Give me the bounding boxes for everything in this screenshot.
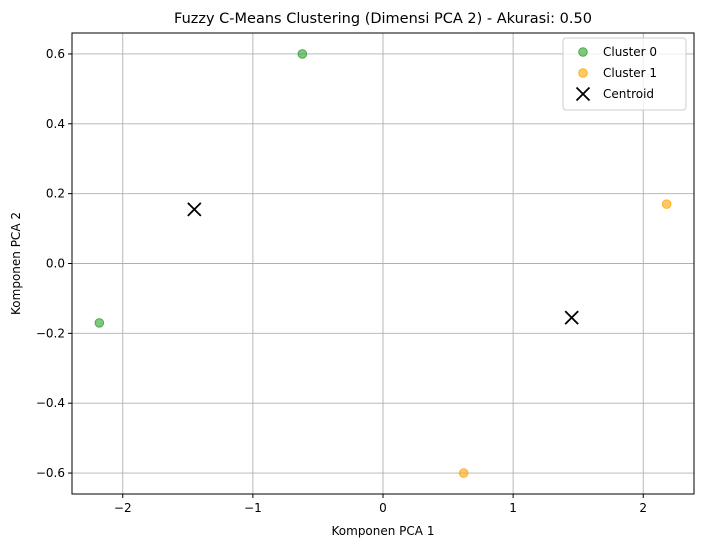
legend-label: Cluster 0: [603, 45, 657, 59]
y-axis-label: Komponen PCA 2: [9, 212, 23, 315]
y-tick-label: 0.6: [46, 47, 65, 61]
data-point: [94, 318, 105, 328]
y-tick-label: 0.4: [46, 117, 65, 131]
grid-lines: [72, 33, 694, 494]
data-point-legend: [578, 68, 588, 78]
data-points: [94, 49, 672, 478]
chart-title: Fuzzy C-Means Clustering (Dimensi PCA 2)…: [174, 11, 592, 27]
centroid-marker: [187, 202, 202, 217]
y-tick-label: −0.4: [36, 396, 65, 410]
centroid-marker-legend: [575, 86, 591, 102]
data-point: [297, 49, 308, 59]
axis-ticks: −2 −1 0 1 2 −0.6 −0.4 −0.2 0.0 0.2 0.4 0.6: [36, 47, 647, 515]
legend-entry: Cluster 1: [578, 66, 657, 80]
centroid-marker: [564, 310, 579, 325]
plot-frame: [71, 32, 695, 495]
y-tick-label: −0.6: [36, 466, 65, 480]
data-point: [458, 468, 469, 478]
x-tick-label: −1: [244, 501, 262, 515]
y-tick-label: 0.2: [46, 187, 65, 201]
legend-entry: Cluster 0: [578, 45, 657, 59]
x-tick-label: 2: [639, 501, 647, 515]
data-point-legend: [578, 47, 588, 57]
legend-box: [562, 37, 687, 111]
legend: Cluster 0 Cluster 1 Centroid: [562, 37, 687, 111]
y-tick-label: 0.0: [46, 257, 65, 271]
legend-label: Centroid: [603, 87, 654, 101]
data-point: [661, 199, 672, 209]
x-axis-label: Komponen PCA 1: [332, 524, 435, 538]
x-tick-label: 1: [509, 501, 517, 515]
x-tick-label: −2: [114, 501, 132, 515]
y-tick-label: −0.2: [36, 326, 65, 340]
legend-entry: Centroid: [575, 86, 654, 102]
legend-label: Cluster 1: [603, 66, 657, 80]
x-tick-label: 0: [379, 501, 387, 515]
